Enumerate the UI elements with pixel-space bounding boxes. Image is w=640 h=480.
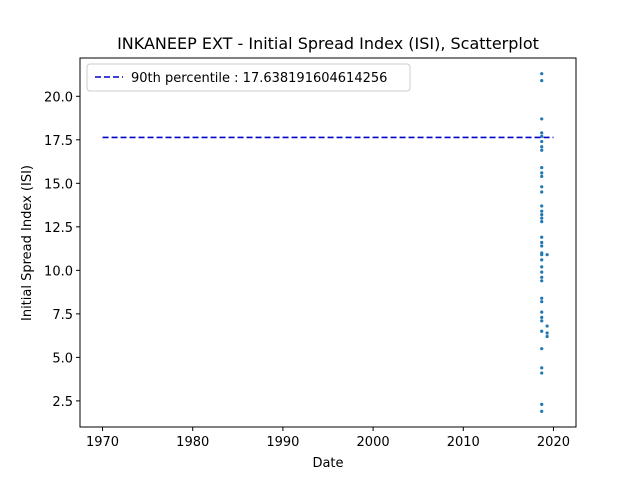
y-axis-label: Initial Spread Index (ISI) bbox=[20, 165, 35, 321]
y-tick-label: 17.5 bbox=[44, 134, 73, 149]
x-axis-label: Date bbox=[312, 456, 343, 471]
data-point bbox=[540, 185, 544, 189]
data-point bbox=[540, 265, 544, 269]
data-point bbox=[540, 244, 544, 248]
data-point bbox=[540, 148, 544, 152]
data-point bbox=[540, 139, 544, 144]
data-point bbox=[540, 366, 544, 370]
data-point bbox=[540, 315, 544, 319]
data-point bbox=[540, 117, 544, 121]
legend: 90th percentile : 17.638191604614256 bbox=[86, 63, 411, 92]
x-tick-label: 2020 bbox=[537, 435, 570, 450]
data-point bbox=[545, 253, 549, 257]
chart-title: INKANEEP EXT - Initial Spread Index (ISI… bbox=[117, 34, 539, 53]
data-point bbox=[540, 300, 544, 304]
x-tick-label: 2010 bbox=[447, 435, 480, 450]
data-point bbox=[540, 347, 544, 351]
data-point bbox=[540, 275, 544, 279]
y-tick-label: 10.0 bbox=[44, 264, 73, 279]
data-point bbox=[540, 213, 544, 217]
x-tick-label: 1980 bbox=[176, 435, 209, 450]
data-point bbox=[540, 270, 544, 274]
y-tick-label: 15.0 bbox=[44, 177, 73, 192]
plot-area bbox=[102, 72, 554, 413]
x-tick-label: 2000 bbox=[357, 435, 390, 450]
data-point bbox=[540, 279, 544, 283]
data-point bbox=[540, 134, 544, 138]
data-point bbox=[540, 310, 544, 314]
legend-box bbox=[86, 63, 411, 92]
data-point bbox=[540, 209, 544, 213]
x-tick-label: 1970 bbox=[86, 435, 119, 450]
data-point bbox=[545, 324, 549, 328]
axes-frame bbox=[79, 57, 577, 428]
data-point bbox=[540, 402, 544, 406]
data-point bbox=[540, 329, 544, 333]
data-point bbox=[540, 190, 544, 194]
data-point bbox=[540, 166, 544, 170]
legend-label: 90th percentile : 17.638191604614256 bbox=[131, 71, 387, 86]
data-point bbox=[545, 331, 549, 335]
y-tick-label: 7.5 bbox=[52, 308, 73, 323]
data-point bbox=[540, 204, 544, 208]
data-point bbox=[540, 296, 544, 300]
x-tick-label: 1990 bbox=[266, 435, 299, 450]
x-axis: 1970 1980 1990 2000 2010 2020 bbox=[86, 427, 570, 450]
y-tick-label: 20.0 bbox=[44, 90, 73, 105]
data-point bbox=[540, 371, 544, 375]
y-tick-label: 2.5 bbox=[52, 395, 73, 410]
data-point bbox=[540, 235, 544, 239]
y-tick-label: 12.5 bbox=[44, 221, 73, 236]
data-point bbox=[540, 220, 544, 224]
data-point bbox=[540, 253, 544, 257]
data-point bbox=[540, 171, 544, 175]
y-tick-label: 5.0 bbox=[52, 351, 73, 366]
data-point bbox=[540, 145, 544, 149]
data-point bbox=[540, 240, 544, 245]
data-point bbox=[540, 174, 544, 178]
y-axis: 2.5 5.0 7.5 10.0 12.5 15.0 17.5 20.0 bbox=[44, 90, 80, 410]
data-point bbox=[540, 131, 544, 135]
data-point bbox=[545, 334, 549, 339]
data-point bbox=[540, 216, 544, 220]
data-point bbox=[540, 409, 544, 413]
data-point bbox=[540, 72, 544, 76]
data-point bbox=[540, 258, 544, 262]
data-point bbox=[540, 319, 544, 323]
data-point bbox=[540, 79, 544, 83]
